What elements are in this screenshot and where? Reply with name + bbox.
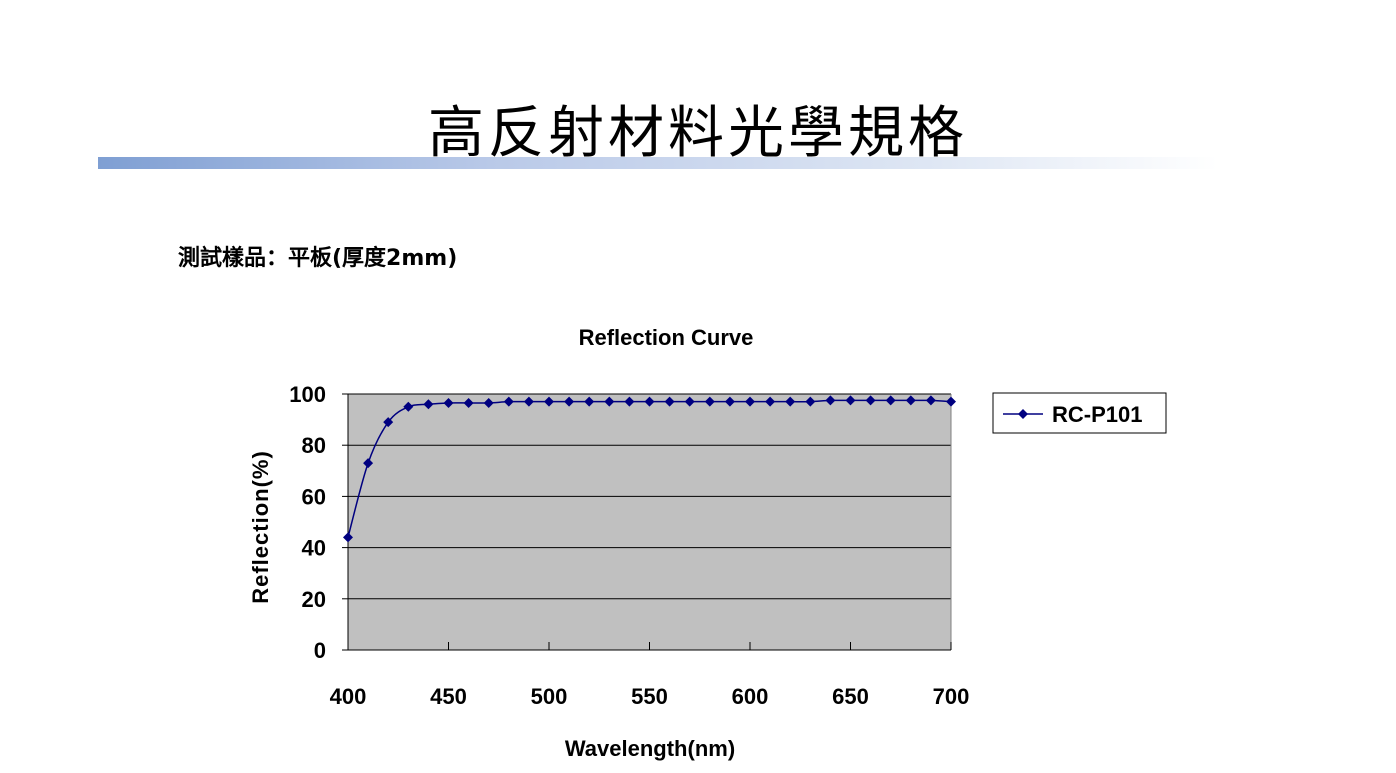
data-point bbox=[443, 397, 454, 408]
y-tick-label: 80 bbox=[302, 433, 326, 458]
y-tick-label: 60 bbox=[302, 484, 326, 509]
chart-title: Reflection Curve bbox=[579, 325, 754, 350]
legend-label: RC-P101 bbox=[1052, 402, 1142, 427]
data-point bbox=[684, 396, 695, 407]
data-point bbox=[463, 397, 474, 408]
y-axis-label: Reflection(%) bbox=[248, 450, 273, 604]
data-point bbox=[825, 395, 836, 406]
title-underline bbox=[98, 157, 1218, 169]
data-point bbox=[343, 532, 353, 543]
legend: RC-P101 bbox=[992, 392, 1167, 434]
data-point bbox=[523, 396, 534, 407]
sample-description: 測試樣品：平板(厚度2mm) bbox=[178, 246, 458, 271]
x-axis-label: Wavelength(nm) bbox=[565, 736, 735, 761]
data-point bbox=[865, 395, 876, 406]
data-point bbox=[644, 396, 655, 407]
data-point bbox=[604, 396, 615, 407]
data-point bbox=[503, 396, 514, 407]
slide-title: 高反射材料光學規格 bbox=[428, 101, 968, 166]
x-tick-label: 600 bbox=[732, 684, 769, 709]
plot-background bbox=[348, 394, 951, 650]
x-tick-label: 450 bbox=[430, 684, 467, 709]
data-point bbox=[624, 396, 635, 407]
data-point bbox=[905, 395, 916, 406]
data-point bbox=[423, 399, 434, 410]
x-tick-label: 550 bbox=[631, 684, 668, 709]
y-tick-label: 0 bbox=[314, 638, 326, 663]
data-point bbox=[483, 397, 494, 408]
data-point bbox=[845, 395, 856, 406]
legend-marker bbox=[1018, 409, 1028, 419]
data-point bbox=[363, 458, 374, 469]
data-point bbox=[925, 395, 936, 406]
data-point bbox=[383, 417, 394, 428]
data-point bbox=[765, 396, 776, 407]
data-point bbox=[745, 396, 755, 407]
x-tick-label: 500 bbox=[531, 684, 568, 709]
data-point bbox=[946, 396, 956, 407]
y-tick-label: 20 bbox=[302, 587, 326, 612]
data-point bbox=[885, 395, 896, 406]
data-point bbox=[584, 396, 595, 407]
plot-area: 0 20 40 60 80 100 400 450 500 550 600 650 700 bbox=[289, 382, 969, 709]
data-point bbox=[704, 396, 715, 407]
x-tick-label: 700 bbox=[933, 684, 970, 709]
y-tick-label: 40 bbox=[302, 536, 326, 561]
x-tick-label: 650 bbox=[832, 684, 869, 709]
data-point bbox=[664, 396, 675, 407]
data-point bbox=[564, 396, 575, 407]
x-tick-label: 400 bbox=[330, 684, 367, 709]
y-tick-label: 100 bbox=[289, 382, 326, 407]
data-point bbox=[544, 396, 554, 407]
data-point bbox=[785, 396, 796, 407]
data-point bbox=[403, 401, 414, 412]
data-point bbox=[805, 396, 816, 407]
data-point bbox=[724, 396, 735, 407]
